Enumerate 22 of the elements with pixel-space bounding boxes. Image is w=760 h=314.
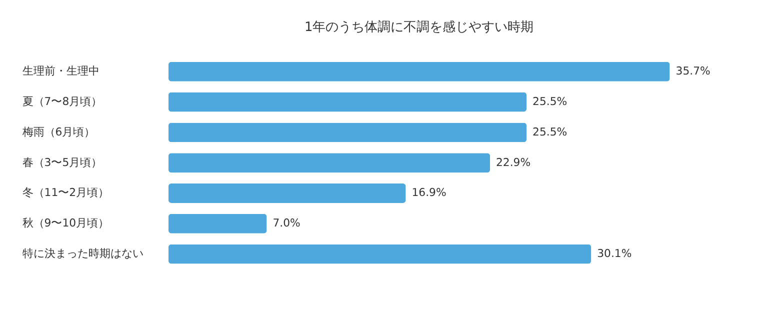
y-tick-label: 生理前・生理中 (22, 64, 100, 78)
bar (168, 62, 670, 82)
data-label: 30.1% (597, 247, 632, 260)
data-label: 7.0% (272, 216, 300, 230)
data-label: 35.7% (676, 64, 710, 78)
bar (168, 214, 267, 234)
bar (168, 92, 527, 112)
y-tick-label: 夏（7〜8月頃） (22, 95, 102, 108)
data-label: 16.9% (412, 186, 446, 200)
chart-title: 1年のうち体調に不調を感じやすい時期 (304, 20, 534, 36)
data-label: 25.5% (532, 125, 568, 138)
y-tick-label: 特に決まった時期はない (22, 247, 144, 260)
data-label: 25.5% (532, 95, 568, 108)
bar (168, 122, 527, 142)
y-tick-label: 春（3〜5月頃） (22, 156, 102, 169)
y-tick-label: 梅雨（6月頃） (21, 125, 96, 138)
bar (168, 184, 406, 203)
y-tick-label: 冬（11〜2月頃） (22, 186, 110, 200)
data-label: 22.9% (496, 156, 531, 169)
bar (168, 153, 490, 173)
bar (168, 244, 592, 264)
y-tick-label: 秋（9〜10月頃） (22, 216, 110, 230)
